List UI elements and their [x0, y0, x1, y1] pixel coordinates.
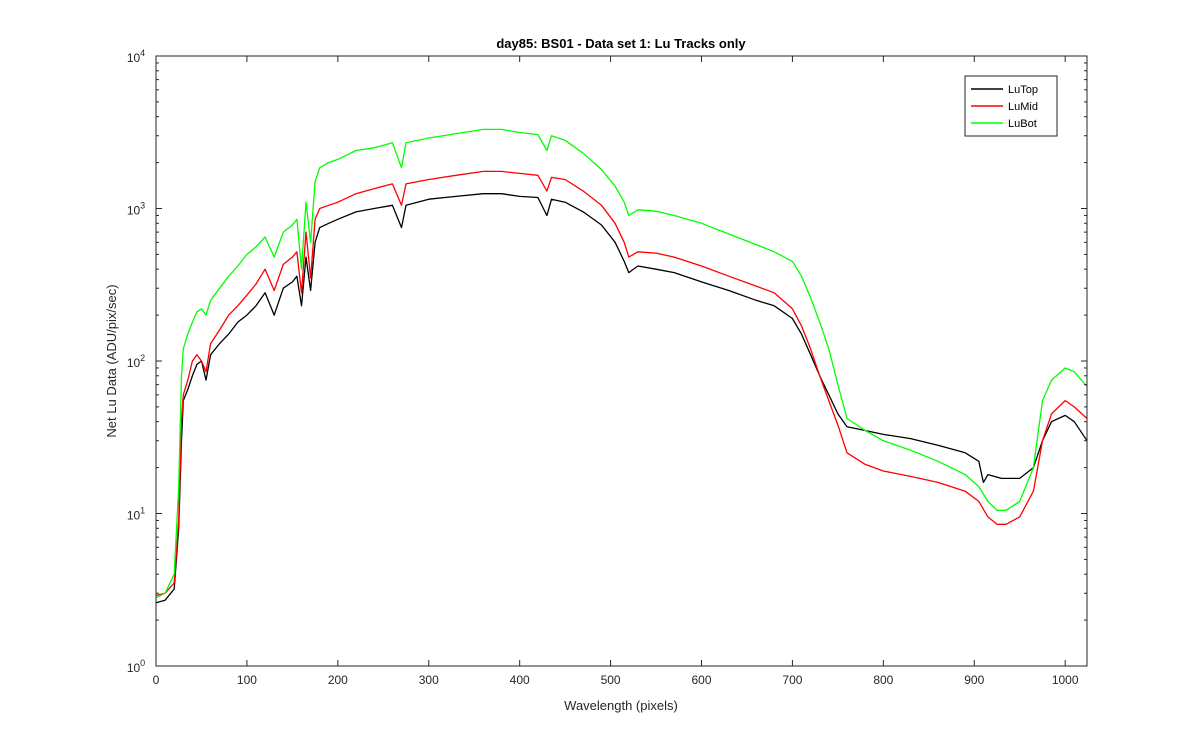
y-axis-label: Net Lu Data (ADU/pix/sec) [104, 284, 119, 437]
y-tick-label: 102 [127, 353, 145, 370]
legend: LuTop LuMid LuBot [964, 75, 1058, 137]
x-tick-label: 900 [964, 673, 984, 687]
y-tick-label: 101 [127, 506, 145, 523]
series-lines [155, 128, 1088, 604]
series-line-lumid [155, 170, 1088, 597]
series-line-lutop [155, 193, 1088, 604]
tick-labels: 0 100 200 300 400 500 600 700 800 900 1000 100 101 10… [127, 48, 1079, 687]
series-line-lubot [155, 128, 1088, 599]
legend-label-lubot: LuBot [1008, 118, 1037, 130]
x-tick-label: 500 [601, 673, 621, 687]
x-tick-label: 300 [419, 673, 439, 687]
x-tick-label: 600 [691, 673, 711, 687]
x-tick-label: 200 [328, 673, 348, 687]
x-tick-label: 700 [782, 673, 802, 687]
x-tick-label: 100 [237, 673, 257, 687]
x-tick-label: 1000 [1052, 673, 1079, 687]
x-tick-label: 800 [873, 673, 893, 687]
y-tick-label: 104 [127, 48, 145, 65]
plot-area-background [156, 56, 1087, 666]
y-tick-label: 100 [127, 658, 145, 675]
legend-label-lumid: LuMid [1008, 101, 1038, 113]
x-tick-label: 0 [153, 673, 160, 687]
x-axis-label: Wavelength (pixels) [564, 698, 678, 713]
x-tick-label: 400 [510, 673, 530, 687]
y-tick-label: 103 [127, 201, 145, 218]
legend-label-lutop: LuTop [1008, 84, 1038, 96]
chart-title: day85: BS01 - Data set 1: Lu Tracks only [496, 36, 746, 51]
tick-marks [155, 55, 1087, 667]
